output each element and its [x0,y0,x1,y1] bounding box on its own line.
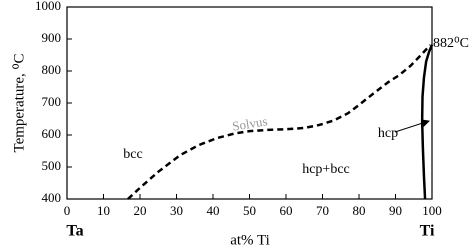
y-tick-label: 1000 [35,0,61,13]
x-tick-label: 0 [64,203,71,218]
y-tick-label: 700 [42,94,62,109]
annotation: Ti [420,223,435,240]
annotation: bcc [123,147,142,162]
x-tick-label: 20 [134,203,147,218]
y-tick-label: 800 [42,62,62,77]
solid-curve [420,44,434,200]
x-tick-label: 90 [389,203,402,218]
plot-frame [66,6,433,200]
x-tick-label: 70 [316,203,329,218]
annotation: 882⁰C [433,36,469,51]
dashed-curve [127,44,432,200]
x-tick-label: 50 [243,203,256,218]
x-tick-label: 10 [97,203,110,218]
annotation: Ta [66,223,83,240]
arrow [394,119,430,133]
annotation: hcp [378,126,398,141]
annotation: hcp+bcc [302,162,350,177]
x-tick-label: 100 [422,203,442,218]
curve-label: Solvus [231,113,268,133]
y-tick-label: 500 [42,158,62,173]
y-tick-label: 600 [42,126,62,141]
x-tick-label: 80 [353,203,366,218]
y-tick-label: 400 [42,190,62,205]
y-axis-label: Temperature, ⁰C [11,53,27,152]
x-tick-label: 60 [280,203,293,218]
x-tick-label: 40 [207,203,220,218]
y-tick-label: 900 [42,30,62,45]
x-axis-label: at% Ti [230,232,270,248]
x-tick-label: 30 [170,203,183,218]
